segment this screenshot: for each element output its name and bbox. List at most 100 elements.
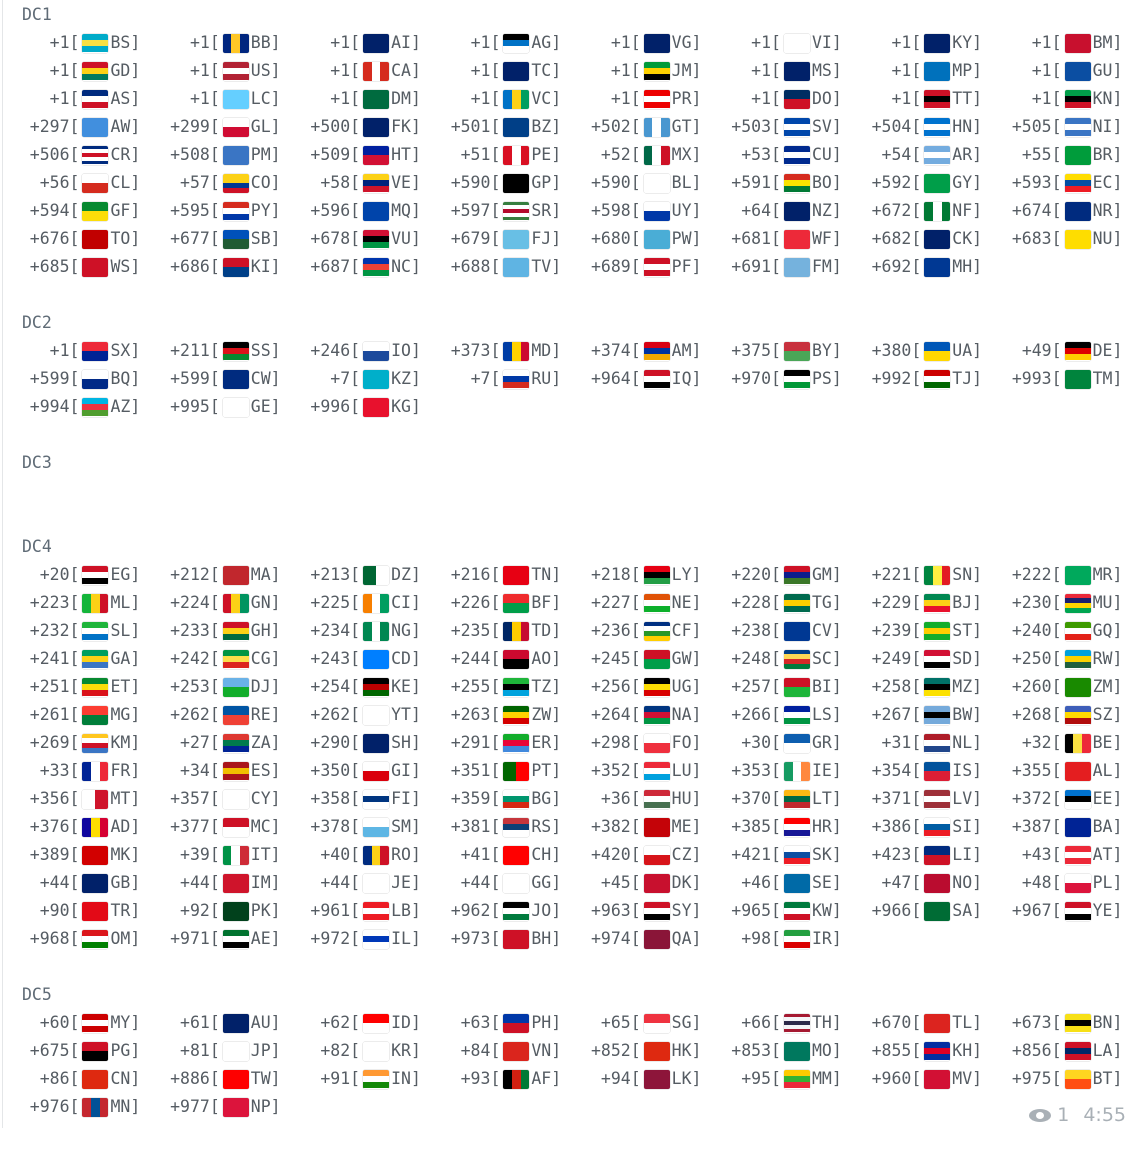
country-iso-code: NL [952,733,973,752]
bracket-close: ] [1112,817,1123,836]
country-iso-code: GI [391,761,411,780]
country-iso-code: TM [1092,369,1113,388]
dial-code: +211 [170,341,210,360]
bracket-close: ] [551,621,562,640]
bracket-close: ] [410,341,421,360]
flag-ca-icon [363,61,390,81]
country-iso-code: SY [671,901,692,920]
flag-kg-icon [363,397,390,417]
bracket-open: [ [69,117,80,136]
dial-code: +680 [590,229,631,248]
flag-gd-icon [82,61,109,81]
bracket-close: ] [831,257,842,276]
flag-cy-icon [222,789,249,809]
flag-vg-icon [643,33,670,53]
country-iso-code: ML [110,593,131,612]
flag-sr-icon [503,201,530,221]
country-code-entry: +243[CD] [281,645,421,673]
bracket-open: [ [69,61,80,80]
bracket-open: [ [350,201,361,220]
bracket-open: [ [630,145,641,164]
country-iso-code: DE [1092,341,1113,360]
flag-im-icon [222,873,249,893]
country-code-entry: +92[PK] [140,897,281,925]
flag-ke-icon [363,677,390,697]
bracket-open: [ [771,341,781,360]
dial-code: +261 [29,705,70,724]
dial-code: +359 [450,789,491,808]
bracket-close: ] [691,565,702,584]
country-iso-code: JP [250,1041,271,1060]
dial-code: +224 [170,593,210,612]
country-iso-code: US [250,61,271,80]
country-code-entry: +352[LU] [561,757,701,785]
dial-code: +676 [29,229,70,248]
bracket-open: [ [630,621,641,640]
flag-jm-icon [643,61,670,81]
bracket-close: ] [410,817,421,836]
country-code-entry: +689[PF] [561,253,701,281]
country-iso-code: TW [250,1069,271,1088]
country-code-entry: +421[SK] [701,841,842,869]
flag-st-icon [924,621,951,641]
country-code-entry: +855[KH] [842,1037,982,1065]
country-iso-code: ZM [1092,677,1113,696]
flag-li-icon [924,845,951,865]
dial-code: +225 [310,593,351,612]
dial-code: +249 [871,649,912,668]
code-row: +223[ML] +224[GN] +225[CI] +226[BF] +227[NE]… [0,589,1144,617]
country-code-entry: +680[PW] [561,225,701,253]
flag-de-icon [1064,341,1091,361]
bracket-open: [ [209,1097,220,1116]
flag-ao-icon [503,649,530,669]
bracket-open: [ [490,901,501,920]
flag-bw-icon [924,705,951,725]
bracket-open: [ [911,33,922,52]
country-code-entry: +224[GN] [140,589,281,617]
bracket-open: [ [69,845,80,864]
bracket-close: ] [972,1069,983,1088]
dial-code: +44 [320,873,351,892]
bracket-close: ] [270,649,281,668]
country-code-entry: +240[GQ] [982,617,1122,645]
dial-code: +670 [871,1013,912,1032]
bracket-open: [ [69,89,80,108]
country-iso-code: MZ [952,677,973,696]
dial-code: +253 [170,677,210,696]
flag-in-icon [363,1069,390,1089]
country-code-entry: +593[EC] [982,169,1122,197]
code-row: +33[FR] +34[ES] +350[GI] +351[PT] +352[LU] +3… [0,757,1144,785]
bracket-close: ] [410,789,421,808]
country-code-entry: +372[EE] [982,785,1122,813]
bracket-open: [ [490,929,501,948]
country-code-entry: +64[NZ] [701,197,842,225]
bracket-open: [ [209,677,220,696]
bracket-close: ] [691,845,702,864]
bracket-close: ] [270,89,281,108]
bracket-close: ] [691,145,702,164]
bracket-close: ] [691,89,702,108]
flag-ie-icon [783,761,810,781]
bracket-close: ] [691,173,702,192]
country-code-entry: +677[SB] [140,225,281,253]
flag-sx-icon [82,341,109,361]
flag-ye-icon [1064,901,1091,921]
dial-code: +260 [1011,677,1052,696]
country-iso-code: CO [250,173,271,192]
country-code-entry: +239[ST] [842,617,982,645]
bracket-open: [ [350,845,361,864]
flag-vc-icon [503,89,530,109]
dial-code: +262 [310,705,351,724]
bracket-open: [ [350,341,361,360]
country-iso-code: LU [671,761,692,780]
flag-dj-icon [222,677,249,697]
country-code-entry: +1[VI] [701,29,842,57]
dial-code: +355 [1011,761,1052,780]
flag-km-icon [82,733,109,753]
flag-ee-icon [1064,789,1091,809]
bracket-open: [ [209,369,220,388]
bracket-close: ] [691,341,702,360]
bracket-open: [ [490,89,501,108]
bracket-open: [ [630,845,641,864]
country-code-entry: +1[BB] [140,29,281,57]
